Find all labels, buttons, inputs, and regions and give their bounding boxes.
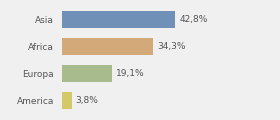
Bar xyxy=(62,11,176,28)
Text: 42,8%: 42,8% xyxy=(179,15,208,24)
Bar xyxy=(62,38,153,55)
Text: 34,3%: 34,3% xyxy=(157,42,185,51)
Text: 19,1%: 19,1% xyxy=(116,69,145,78)
Text: 3,8%: 3,8% xyxy=(76,96,99,105)
Bar xyxy=(62,92,72,109)
Bar xyxy=(62,65,112,82)
